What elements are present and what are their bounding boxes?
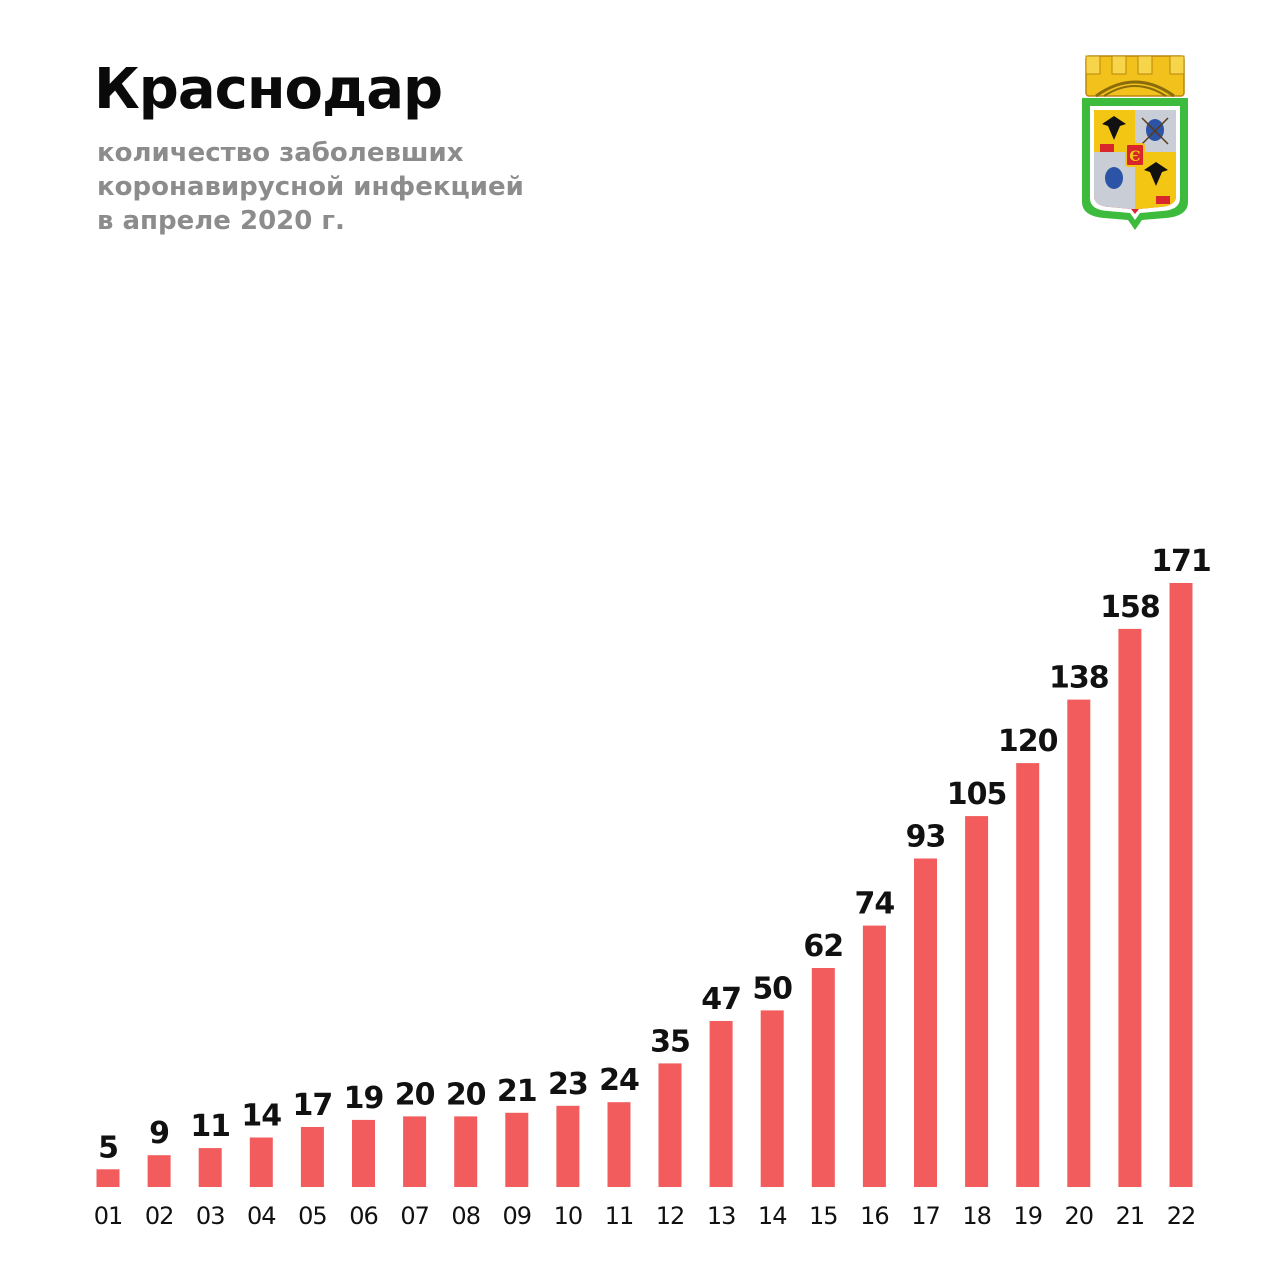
category-label-20: 20 bbox=[1065, 1202, 1094, 1230]
value-label-17: 93 bbox=[906, 820, 946, 855]
value-label-10: 23 bbox=[548, 1067, 588, 1102]
bar-03 bbox=[198, 1148, 222, 1187]
bar-09 bbox=[505, 1112, 529, 1187]
bar-05 bbox=[300, 1127, 324, 1187]
value-label-09: 21 bbox=[497, 1074, 537, 1109]
category-label-10: 10 bbox=[554, 1202, 583, 1230]
category-label-09: 09 bbox=[503, 1202, 532, 1230]
category-label-06: 06 bbox=[349, 1202, 378, 1230]
bar-11 bbox=[607, 1102, 631, 1187]
category-label-18: 18 bbox=[962, 1202, 991, 1230]
page-title: Краснодар bbox=[94, 57, 443, 122]
value-label-13: 47 bbox=[701, 982, 741, 1017]
bars-group bbox=[96, 583, 1193, 1187]
subtitle-line-3: в апреле 2020 г. bbox=[97, 206, 345, 236]
category-label-01: 01 bbox=[94, 1202, 123, 1230]
value-label-18: 105 bbox=[947, 777, 1007, 812]
category-label-05: 05 bbox=[298, 1202, 327, 1230]
bar-02 bbox=[147, 1155, 171, 1187]
value-label-03: 11 bbox=[190, 1109, 230, 1144]
category-label-21: 21 bbox=[1116, 1202, 1145, 1230]
value-label-14: 50 bbox=[752, 971, 792, 1006]
value-label-01: 5 bbox=[98, 1130, 118, 1165]
value-label-12: 35 bbox=[650, 1024, 690, 1059]
bar-20 bbox=[1067, 699, 1091, 1187]
category-label-03: 03 bbox=[196, 1202, 225, 1230]
category-label-11: 11 bbox=[605, 1202, 634, 1230]
value-label-05: 17 bbox=[293, 1088, 333, 1123]
category-label-12: 12 bbox=[656, 1202, 685, 1230]
bar-01 bbox=[96, 1169, 120, 1187]
category-label-16: 16 bbox=[860, 1202, 889, 1230]
category-label-17: 17 bbox=[911, 1202, 940, 1230]
category-label-19: 19 bbox=[1013, 1202, 1042, 1230]
category-label-08: 08 bbox=[451, 1202, 480, 1230]
bar-04 bbox=[249, 1137, 273, 1187]
value-label-02: 9 bbox=[149, 1116, 169, 1151]
value-label-08: 20 bbox=[446, 1077, 486, 1112]
category-label-22: 22 bbox=[1167, 1202, 1196, 1230]
value-label-04: 14 bbox=[241, 1099, 281, 1134]
shield-icon: Є bbox=[1082, 98, 1188, 230]
bar-18 bbox=[965, 816, 989, 1187]
svg-text:Є: Є bbox=[1129, 149, 1140, 165]
category-label-07: 07 bbox=[400, 1202, 429, 1230]
bar-08 bbox=[454, 1116, 478, 1187]
bar-07 bbox=[403, 1116, 427, 1187]
value-label-11: 24 bbox=[599, 1063, 639, 1098]
category-label-15: 15 bbox=[809, 1202, 838, 1230]
bar-19 bbox=[1016, 763, 1040, 1187]
subtitle-line-2: коронавирусной инфекцией bbox=[97, 172, 524, 202]
value-label-07: 20 bbox=[395, 1077, 435, 1112]
value-label-16: 74 bbox=[855, 887, 895, 922]
bar-21 bbox=[1118, 628, 1142, 1187]
crown-icon bbox=[1085, 55, 1185, 98]
bar-22 bbox=[1169, 583, 1193, 1187]
value-label-19: 120 bbox=[998, 724, 1058, 759]
category-label-14: 14 bbox=[758, 1202, 787, 1230]
category-label-04: 04 bbox=[247, 1202, 276, 1230]
subtitle-line-1: количество заболевших bbox=[97, 138, 464, 168]
bar-06 bbox=[352, 1119, 375, 1187]
bar-15 bbox=[811, 968, 835, 1187]
bar-17 bbox=[914, 858, 937, 1187]
coat-of-arms-icon: Є bbox=[1082, 55, 1188, 230]
bar-14 bbox=[760, 1010, 784, 1187]
category-labels-group: 01 02 03 04 05 06 07 08 09 10 11 12 13 14 15 16 17 18 19 20… bbox=[94, 1202, 1197, 1230]
category-label-13: 13 bbox=[707, 1202, 736, 1230]
category-label-02: 02 bbox=[145, 1202, 174, 1230]
bar-12 bbox=[658, 1063, 682, 1187]
bar-13 bbox=[709, 1021, 733, 1187]
value-label-15: 62 bbox=[803, 929, 843, 964]
value-label-22: 171 bbox=[1151, 544, 1211, 579]
page-subtitle: количество заболевших коронавирусной инф… bbox=[97, 136, 657, 238]
bar-10 bbox=[556, 1105, 580, 1187]
value-label-21: 158 bbox=[1100, 590, 1160, 625]
value-label-20: 138 bbox=[1049, 661, 1109, 696]
value-label-06: 19 bbox=[344, 1081, 384, 1116]
bar-16 bbox=[862, 925, 886, 1187]
